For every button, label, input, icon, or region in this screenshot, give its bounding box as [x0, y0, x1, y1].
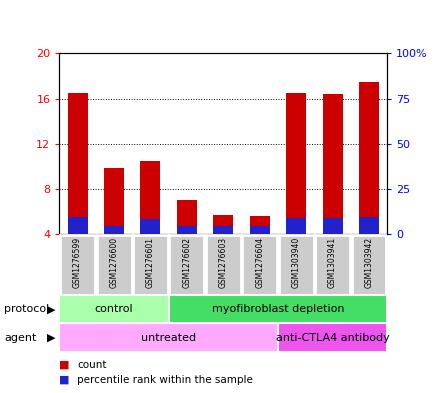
Bar	[359, 82, 379, 217]
Text: GSM1276603: GSM1276603	[219, 237, 228, 288]
Bar	[104, 226, 124, 234]
Text: GSM1303942: GSM1303942	[364, 237, 374, 288]
Bar	[169, 235, 204, 294]
Text: ▶: ▶	[47, 304, 55, 314]
Text: ■: ■	[59, 375, 70, 385]
Bar	[140, 161, 161, 234]
Bar	[278, 323, 387, 352]
Bar	[250, 226, 270, 234]
Text: anti-CTLA4 antibody: anti-CTLA4 antibody	[276, 332, 389, 343]
Bar	[169, 295, 387, 323]
Bar	[286, 93, 306, 234]
Text: untreated: untreated	[141, 332, 196, 343]
Bar	[250, 216, 270, 226]
Text: GSM1276600: GSM1276600	[110, 237, 118, 288]
Bar	[315, 235, 350, 294]
Bar	[60, 235, 95, 294]
Bar	[104, 167, 124, 226]
Text: GSM1276599: GSM1276599	[73, 237, 82, 288]
Text: ▶: ▶	[47, 332, 55, 343]
Bar	[323, 94, 343, 234]
Bar	[177, 226, 197, 234]
Bar	[213, 215, 233, 234]
Bar	[133, 235, 168, 294]
Bar	[68, 93, 88, 217]
Bar	[323, 218, 343, 234]
Text: GSM1276604: GSM1276604	[255, 237, 264, 288]
Bar	[68, 93, 88, 234]
Bar	[323, 94, 343, 218]
Text: control: control	[95, 304, 133, 314]
Text: myofibroblast depletion: myofibroblast depletion	[212, 304, 344, 314]
Bar	[140, 161, 161, 219]
Bar	[250, 216, 270, 234]
Bar	[359, 217, 379, 234]
Bar	[59, 323, 278, 352]
Text: ■: ■	[59, 360, 70, 370]
Bar	[279, 235, 314, 294]
Bar	[206, 235, 241, 294]
Bar	[359, 82, 379, 234]
Text: GSM1303941: GSM1303941	[328, 237, 337, 288]
Text: protocol: protocol	[4, 304, 50, 314]
Bar	[286, 93, 306, 218]
Bar	[286, 218, 306, 234]
Bar	[68, 217, 88, 234]
Bar	[213, 226, 233, 234]
Bar	[140, 219, 161, 234]
Bar	[242, 235, 277, 294]
Text: percentile rank within the sample: percentile rank within the sample	[77, 375, 253, 385]
Bar	[59, 295, 169, 323]
Bar	[177, 200, 197, 234]
Bar	[96, 235, 132, 294]
Bar	[177, 200, 197, 226]
Text: agent: agent	[4, 332, 37, 343]
Bar	[213, 215, 233, 226]
Text: GSM1303940: GSM1303940	[292, 237, 301, 288]
Text: GSM1276601: GSM1276601	[146, 237, 155, 288]
Bar	[104, 167, 124, 234]
Text: count: count	[77, 360, 106, 370]
Text: GSM1276602: GSM1276602	[182, 237, 191, 288]
Bar	[352, 235, 386, 294]
